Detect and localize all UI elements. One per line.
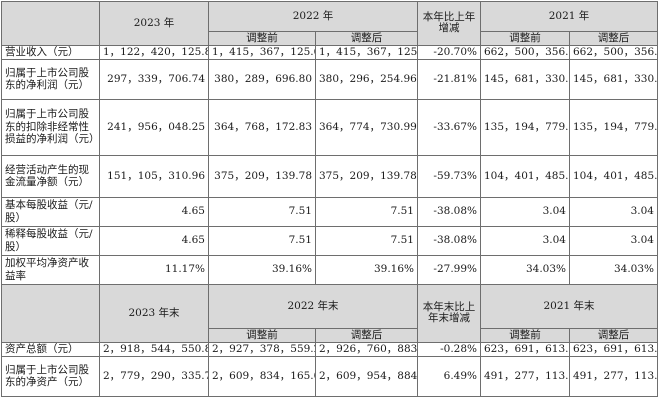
cell-change: -59.73% xyxy=(417,154,481,198)
cell-2021-after: 3.04 xyxy=(569,225,658,256)
cell-2023: 241，956，048.25 xyxy=(99,98,209,156)
cell-2022-after: 380，296，254.96 xyxy=(315,58,418,100)
row-label: 营业收入（元） xyxy=(1,44,100,60)
cell-2022-before: 364，768，172.83 xyxy=(208,98,316,156)
table-row: 加权平均净资产收益率 11.17% 39.16% 39.16% -27.99% … xyxy=(1,254,658,285)
cell-2023: 1，122，420，125.89 xyxy=(99,44,209,60)
table-row: 归属于上市公司股东的净资产（元） 2，779，290，335.70 2，609，… xyxy=(1,355,658,397)
cell-2023: 11.17% xyxy=(99,254,209,285)
cell-2021-after: 623，691，613.69 xyxy=(569,341,658,357)
header-2021-end-before: 调整前 xyxy=(480,327,570,343)
cell-2021-after: 135，194，779.70 xyxy=(569,98,658,156)
header-2023: 2023 年 xyxy=(99,1,209,46)
row-label: 稀释每股收益（元/股） xyxy=(1,225,100,256)
cell-2021-after: 491，277，113.61 xyxy=(569,355,658,397)
header-change-end: 本年末比上年末增减 xyxy=(417,283,481,343)
cell-2022-after: 7.51 xyxy=(315,225,418,256)
cell-2023: 4.65 xyxy=(99,225,209,256)
table-row: 稀释每股收益（元/股） 4.65 7.51 7.51 -38.08% 3.04 … xyxy=(1,225,658,256)
table-row: 归属于上市公司股东的净利润（元） 297，339，706.74 380，289，… xyxy=(1,58,658,100)
cell-change: -33.67% xyxy=(417,98,481,156)
cell-2022-before: 380，289，696.80 xyxy=(208,58,316,100)
row-label: 归属于上市公司股东的净利润（元） xyxy=(1,58,100,100)
cell-2021-after: 145，681，330.12 xyxy=(569,58,658,100)
header-2021-before: 调整前 xyxy=(480,31,570,46)
cell-change: -27.99% xyxy=(417,254,481,285)
cell-2021-before: 491，277，113.61 xyxy=(480,355,570,397)
header-row-year-end: 2023 年末 2022 年末 本年末比上年末增减 2021 年末 xyxy=(1,283,658,343)
cell-2021-after: 34.03% xyxy=(569,254,658,285)
cell-2023: 4.65 xyxy=(99,196,209,227)
cell-2021-before: 135，194，779.70 xyxy=(480,98,570,156)
cell-2022-after: 1，415，367，125.64 xyxy=(315,44,418,60)
table-row: 归属于上市公司股东的扣除非经常性损益的净利润（元） 241，956，048.25… xyxy=(1,98,658,156)
header-2022: 2022 年 xyxy=(208,1,418,32)
cell-change: 6.49% xyxy=(417,355,481,397)
row-label: 加权平均净资产收益率 xyxy=(1,254,100,285)
cell-2021-before: 3.04 xyxy=(480,225,570,256)
row-label: 归属于上市公司股东的净资产（元） xyxy=(1,355,100,397)
header-change: 本年比上年增减 xyxy=(417,1,481,46)
cell-2022-before: 7.51 xyxy=(208,196,316,227)
cell-2023: 2，918，544，550.84 xyxy=(99,341,209,357)
header-2021-end-after: 调整后 xyxy=(569,327,658,343)
financial-summary-table: 2023 年 2022 年 本年比上年增减 2021 年 调整前 调整后 调整前… xyxy=(1,1,658,397)
table-row: 基本每股收益（元/股） 4.65 7.51 7.51 -38.08% 3.04 … xyxy=(1,196,658,227)
cell-2021-after: 3.04 xyxy=(569,196,658,227)
table-row: 经营活动产生的现金流量净额（元） 151，105，310.96 375，209，… xyxy=(1,154,658,198)
header-2022-end-before: 调整前 xyxy=(208,327,316,343)
table-row: 资产总额（元） 2，918，544，550.84 2，927，378，559. 2… xyxy=(1,341,658,357)
cell-2022-after: 2，926，760，883.81 xyxy=(315,341,418,357)
cell-2022-after: 364，774，730.99 xyxy=(315,98,418,156)
header-2021: 2021 年 xyxy=(480,1,658,32)
row-label: 归属于上市公司股东的扣除非经常性损益的净利润（元） xyxy=(1,98,100,156)
cell-2022-before: 39.16% xyxy=(208,254,316,285)
header-empty-cell xyxy=(1,283,100,343)
cell-2021-after: 662，500，356.97 xyxy=(569,44,658,60)
cell-change: -0.28% xyxy=(417,341,481,357)
cell-2022-before: 2，609，834，165.09 xyxy=(208,355,316,397)
header-empty-cell xyxy=(1,1,100,46)
row-label: 资产总额（元） xyxy=(1,341,100,357)
header-2023-end: 2023 年末 xyxy=(99,283,209,343)
header-row: 2023 年 2022 年 本年比上年增减 2021 年 xyxy=(1,1,658,46)
cell-2021-before: 104，401，485.06 xyxy=(480,154,570,198)
header-2022-end-after: 调整后 xyxy=(315,327,418,343)
cell-change: -21.81% xyxy=(417,58,481,100)
cell-2023: 2，779，290，335.70 xyxy=(99,355,209,397)
cell-2022-before: 7.51 xyxy=(208,225,316,256)
cell-2022-before: 375，209，139.78 xyxy=(208,154,316,198)
header-2022-before: 调整前 xyxy=(208,31,316,46)
cell-2022-after: 375，209，139.78 xyxy=(315,154,418,198)
header-2021-after: 调整后 xyxy=(569,31,658,46)
header-2021-end: 2021 年末 xyxy=(480,283,658,329)
cell-2023: 151，105，310.96 xyxy=(99,154,209,198)
cell-2021-before: 623，691，613.69 xyxy=(480,341,570,357)
cell-2021-before: 3.04 xyxy=(480,196,570,227)
cell-2022-after: 2，609，954，884.85 xyxy=(315,355,418,397)
cell-2021-before: 145，681，330.12 xyxy=(480,58,570,100)
cell-2022-before: 1，415，367，125.64 xyxy=(208,44,316,60)
cell-2022-after: 39.16% xyxy=(315,254,418,285)
header-subrow-year-end: 调整前 调整后 调整前 调整后 xyxy=(2,327,658,343)
cell-2021-before: 662，500，356.97 xyxy=(480,44,570,60)
cell-2021-before: 34.03% xyxy=(480,254,570,285)
row-label: 经营活动产生的现金流量净额（元） xyxy=(1,154,100,198)
cell-2023: 297，339，706.74 xyxy=(99,58,209,100)
cell-change: -38.08% xyxy=(417,225,481,256)
row-label: 基本每股收益（元/股） xyxy=(1,196,100,227)
cell-change: -20.70% xyxy=(417,44,481,60)
cell-2022-before: 2，927，378，559.21 xyxy=(208,341,316,357)
table-row: 营业收入（元） 1，122，420，125.89 1，415，367，125.6… xyxy=(1,44,658,60)
cell-2022-after: 7.51 xyxy=(315,196,418,227)
header-2022-after: 调整后 xyxy=(315,31,418,46)
header-2022-end: 2022 年末 xyxy=(208,283,418,329)
cell-change: -38.08% xyxy=(417,196,481,227)
cell-2021-after: 104，401，485.06 xyxy=(569,154,658,198)
